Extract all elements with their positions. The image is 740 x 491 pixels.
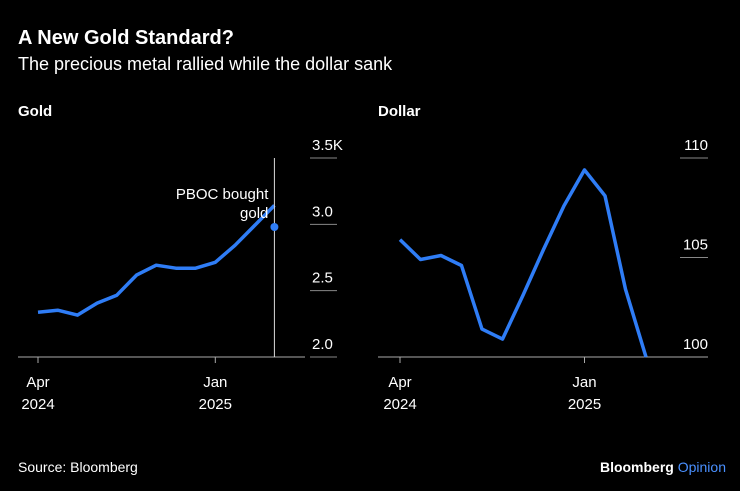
annotation-line1: PBOC bought — [176, 186, 269, 203]
annotation-line2: gold — [240, 205, 268, 222]
y-tick-label: 100 — [683, 336, 708, 353]
x-tick-year: 2025 — [199, 396, 232, 413]
brand: Bloomberg Opinion — [600, 459, 726, 475]
y-tick-label: 105 — [683, 237, 708, 254]
brand-name: Bloomberg — [600, 459, 674, 475]
x-tick-month: Jan — [203, 374, 227, 391]
x-tick-label: Jan 2025 — [199, 374, 232, 413]
x-tick-label: Jan 2025 — [568, 374, 601, 413]
y-tick-label: 3.0 — [312, 203, 333, 220]
brand-opinion: Opinion — [678, 459, 726, 475]
x-tick-month: Apr — [26, 374, 49, 391]
panel-title: Dollar — [378, 103, 421, 120]
x-tick-year: 2024 — [383, 396, 416, 413]
y-tick-label: 110 — [684, 137, 708, 154]
panel-title: Gold — [18, 103, 52, 120]
y-tick-label: 2.0 — [312, 336, 333, 353]
x-tick-year: 2024 — [21, 396, 54, 413]
title: A New Gold Standard? — [18, 27, 234, 49]
x-tick-month: Jan — [572, 374, 596, 391]
x-tick-month: Apr — [388, 374, 411, 391]
annotation-text: PBOC bought gold — [176, 186, 269, 222]
y-tick-label: 3.5K — [312, 137, 343, 154]
subtitle: The precious metal rallied while the dol… — [18, 54, 393, 74]
x-tick-year: 2025 — [568, 396, 601, 413]
x-tick-label: Apr 2024 — [21, 374, 54, 413]
x-tick-label: Apr 2024 — [383, 374, 416, 413]
annotation-dot — [270, 222, 279, 231]
data-line — [37, 204, 276, 317]
source: Source: Bloomberg — [18, 459, 138, 475]
data-line — [398, 168, 648, 358]
y-tick-label: 2.5 — [312, 270, 333, 287]
